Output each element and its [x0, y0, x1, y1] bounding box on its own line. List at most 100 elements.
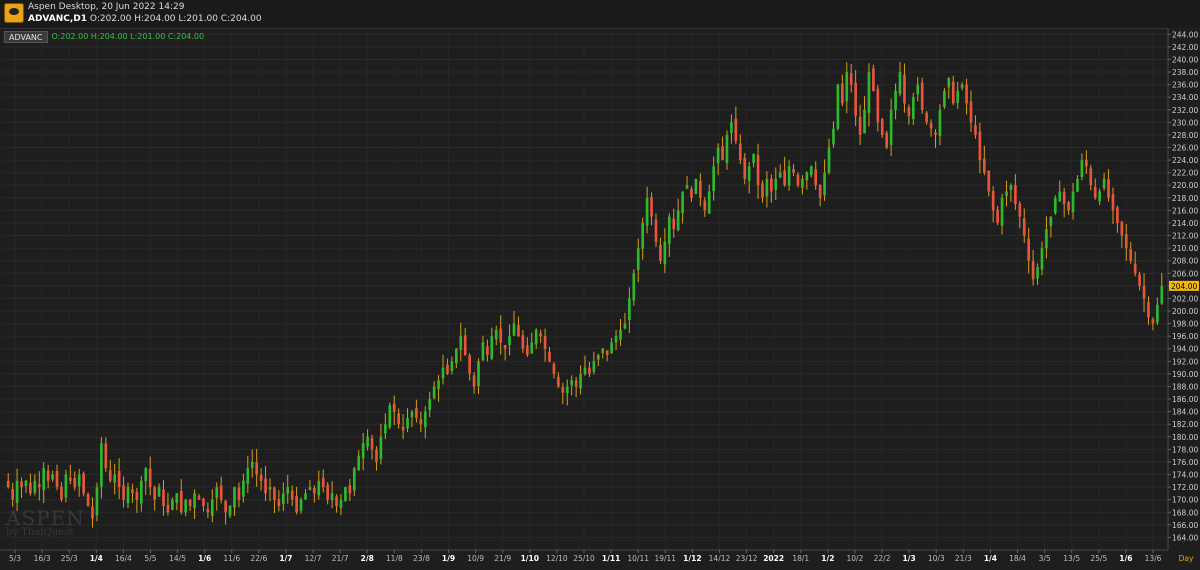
x-tick-label: 5/3 — [9, 554, 21, 563]
candle-body — [991, 190, 995, 211]
candle-body — [1129, 249, 1133, 261]
x-tick-label: 22/2 — [874, 554, 891, 563]
candle-body — [517, 325, 520, 337]
candle-body — [299, 499, 303, 511]
candle-body — [525, 345, 529, 356]
candle-body — [543, 335, 547, 349]
candle-body — [406, 417, 409, 429]
y-tick-label: 212.00 — [1172, 232, 1198, 241]
candle-body — [1138, 274, 1141, 286]
candle-body — [455, 348, 458, 364]
candles — [6, 61, 1164, 528]
candle-body — [805, 172, 809, 181]
candle-body — [113, 474, 117, 483]
x-tick-label: 13/6 — [1145, 554, 1162, 563]
candle-body — [268, 487, 272, 490]
candle-body — [579, 373, 582, 389]
x-tick-label: 1/12 — [683, 554, 701, 563]
candle-body — [126, 487, 130, 504]
candle-body — [1053, 197, 1057, 214]
x-tick-label: 19/11 — [654, 554, 676, 563]
candle-body — [202, 498, 205, 506]
candle-body — [117, 470, 121, 488]
y-tick-label: 228.00 — [1172, 131, 1198, 140]
candle-body — [73, 477, 77, 488]
candle-body — [60, 486, 63, 500]
candle-body — [428, 399, 432, 410]
x-tick-label: 10/11 — [627, 554, 649, 563]
candle-body — [37, 484, 41, 488]
x-tick-label: 1/10 — [521, 554, 539, 563]
chart-area[interactable]: 164.00 166.00 168.00 170.00 172.00 174.00 176.… — [0, 28, 1200, 566]
candle-body — [162, 489, 165, 506]
candle-body — [1067, 202, 1070, 211]
candle-body — [64, 474, 68, 498]
candle-body — [29, 482, 32, 494]
candle-body — [738, 143, 742, 161]
candle-body — [801, 178, 804, 188]
candle-body — [610, 342, 613, 354]
candle-body — [51, 474, 54, 480]
candle-body — [224, 500, 227, 513]
candle-body — [148, 468, 152, 488]
candle-body — [1085, 159, 1088, 167]
candle-body — [956, 90, 960, 103]
y-tick-label: 198.00 — [1172, 320, 1198, 329]
candle-body — [273, 487, 276, 500]
candle-body — [344, 487, 347, 501]
y-tick-label: 214.00 — [1172, 219, 1198, 228]
candle-body — [570, 380, 574, 386]
candle-body — [1093, 187, 1097, 198]
candle-body — [605, 350, 609, 356]
legend-symbol[interactable]: ADVANC — [4, 31, 48, 43]
candle-body — [699, 181, 702, 198]
candle-body — [730, 122, 733, 133]
candle-body — [86, 493, 90, 506]
x-tick-label: 1/7 — [279, 554, 292, 563]
symbol-timeframe: ADVANC,D1 — [28, 14, 88, 24]
candle-body — [206, 508, 210, 513]
candle-body — [1000, 197, 1004, 226]
candle-body — [100, 443, 103, 488]
chart-legend: ADVANC O:202.00 H:204.00 L:201.00 C:204.… — [4, 31, 204, 43]
x-axis-unit: Day — [1179, 554, 1194, 563]
candle-body — [46, 470, 50, 481]
candle-body — [836, 84, 840, 129]
candle-body — [778, 172, 782, 178]
x-tick-label: 23/12 — [736, 554, 758, 563]
candle-body — [1018, 203, 1022, 217]
candle-body — [539, 333, 542, 337]
candlestick-chart[interactable]: 164.00 166.00 168.00 170.00 172.00 174.00 176.… — [0, 28, 1200, 566]
y-tick-label: 236.00 — [1172, 81, 1198, 90]
candle-body — [55, 470, 59, 488]
candle-body — [481, 342, 485, 361]
candle-body — [361, 443, 365, 459]
y-tick-label: 240.00 — [1172, 55, 1198, 64]
candle-body — [676, 210, 680, 231]
candle-body — [863, 109, 866, 134]
x-tick-label: 1/4 — [984, 554, 997, 563]
y-tick-label: 170.00 — [1172, 496, 1198, 505]
candle-body — [645, 197, 649, 226]
last-price-label: 204.00 — [1171, 282, 1197, 291]
y-tick-label: 206.00 — [1172, 269, 1198, 278]
candle-body — [131, 489, 134, 494]
candle-body — [210, 499, 214, 516]
x-tick-label: 2022 — [763, 554, 784, 563]
x-tick-label: 10/9 — [467, 554, 484, 563]
candle-body — [281, 493, 285, 505]
x-tick-label: 5/5 — [144, 554, 156, 563]
candle-body — [960, 84, 964, 88]
x-tick-label: 18/4 — [1009, 554, 1026, 563]
candle-body — [854, 82, 857, 117]
candle-body — [135, 491, 139, 500]
candle-body — [1027, 238, 1031, 261]
chart-grid — [2, 28, 1168, 550]
candle-body — [716, 147, 720, 163]
y-tick-label: 190.00 — [1172, 370, 1198, 379]
candle-body — [472, 375, 476, 387]
candle-body — [903, 74, 906, 104]
y-tick-label: 202.00 — [1172, 294, 1198, 303]
candle-body — [858, 116, 862, 135]
y-tick-label: 200.00 — [1172, 307, 1198, 316]
